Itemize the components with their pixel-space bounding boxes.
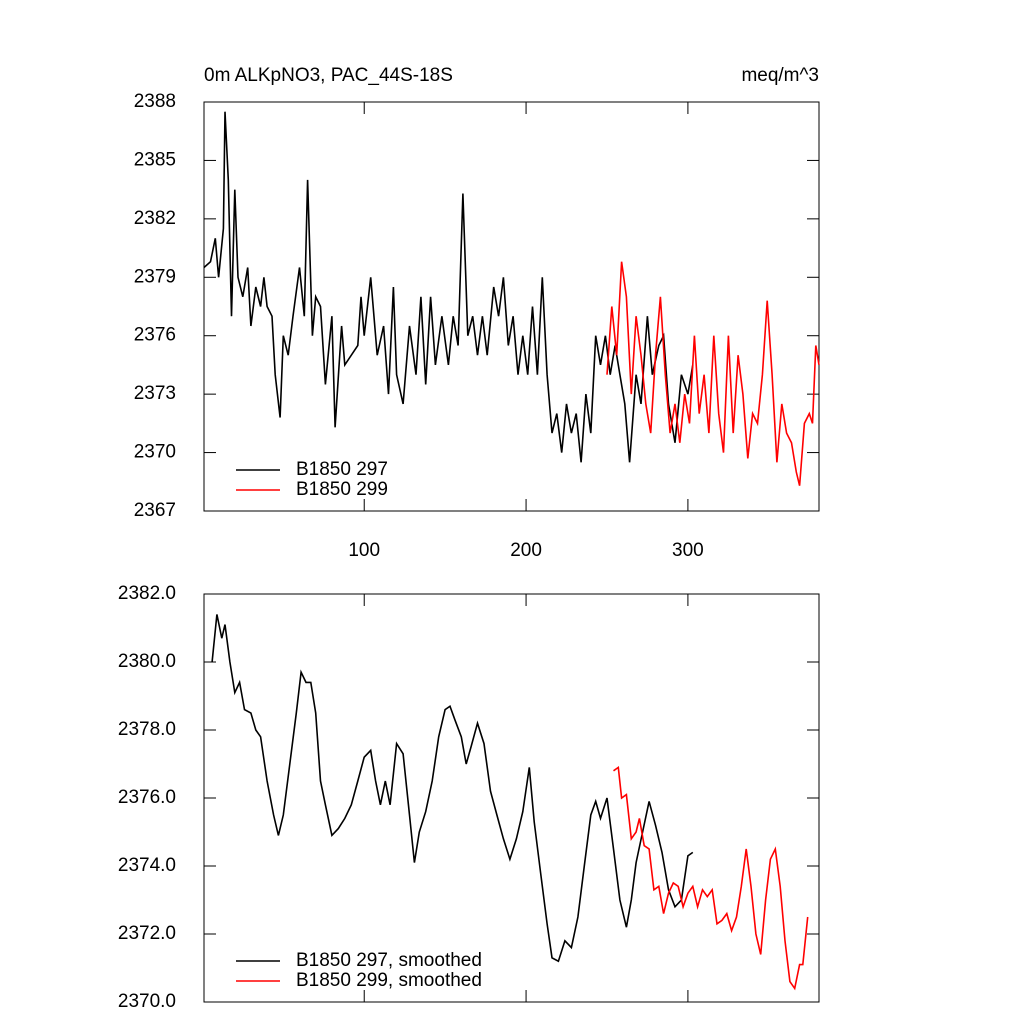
data-line — [613, 765, 809, 991]
legend-label: B1850 297 — [296, 459, 388, 480]
y-tick-label: 2370 — [134, 442, 176, 463]
y-tick-label: 2367 — [134, 500, 176, 521]
y-tick-label: 2374.0 — [118, 855, 176, 876]
legend-label: B1850 299 — [296, 479, 388, 500]
data-line — [211, 614, 694, 963]
y-tick-label: 2378.0 — [118, 719, 176, 740]
y-tick-label: 2380.0 — [118, 651, 176, 672]
y-tick-label: 2388 — [134, 91, 176, 112]
y-tick-label: 2376.0 — [118, 787, 176, 808]
y-tick-label: 2382.0 — [118, 583, 176, 604]
y-tick-label: 2385 — [134, 149, 176, 170]
y-tick-label: 2372.0 — [118, 923, 176, 944]
x-tick-label: 200 — [510, 540, 542, 561]
data-line — [606, 261, 820, 486]
legend-label: B1850 297, smoothed — [296, 950, 482, 971]
legend-label: B1850 299, smoothed — [296, 970, 482, 991]
y-tick-label: 2379 — [134, 266, 176, 287]
plot-frame — [203, 101, 820, 512]
plot-frame — [203, 593, 820, 1003]
x-tick-label: 100 — [348, 540, 380, 561]
y-tick-label: 2376 — [134, 325, 176, 346]
chart-title: 0m ALKpNO3, PAC_44S-18S — [204, 65, 453, 86]
data-line — [203, 111, 694, 463]
y-tick-label: 2370.0 — [118, 991, 176, 1012]
units-label: meq/m^3 — [741, 65, 819, 86]
y-tick-label: 2373 — [134, 383, 176, 404]
y-tick-label: 2382 — [134, 208, 176, 229]
x-tick-label: 300 — [672, 540, 704, 561]
